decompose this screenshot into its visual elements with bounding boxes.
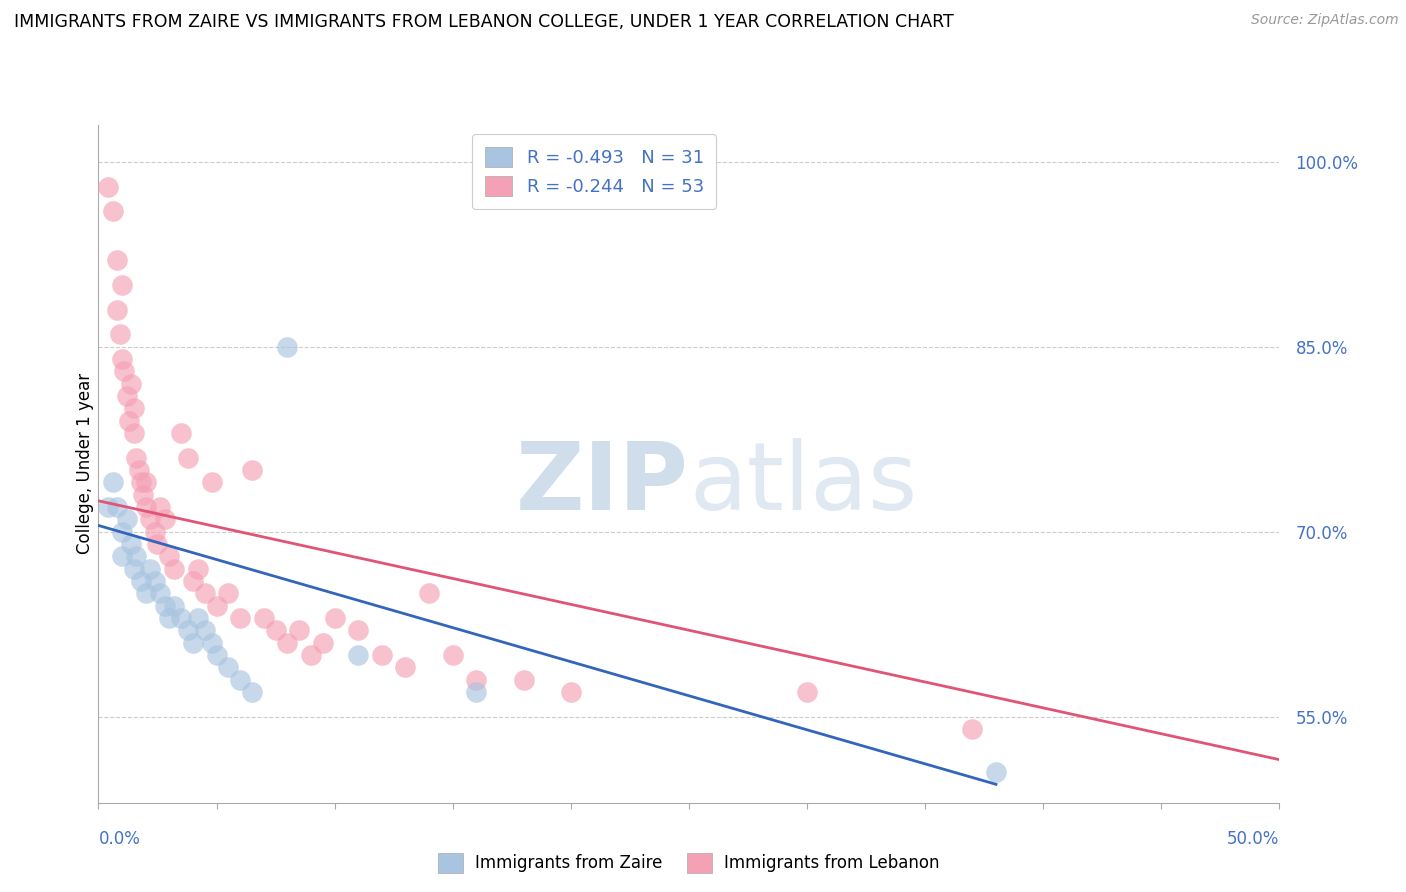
Point <box>101 475 124 490</box>
Y-axis label: College, Under 1 year: College, Under 1 year <box>76 373 94 555</box>
Point <box>217 586 239 600</box>
Point <box>105 500 128 514</box>
Point <box>240 685 263 699</box>
Point <box>187 561 209 575</box>
Point <box>441 648 464 662</box>
Point <box>108 327 131 342</box>
Text: atlas: atlas <box>689 438 917 530</box>
Point <box>418 586 440 600</box>
Point <box>163 561 186 575</box>
Point <box>187 611 209 625</box>
Point <box>143 524 166 539</box>
Point <box>465 673 488 687</box>
Point <box>135 500 157 514</box>
Point <box>560 685 582 699</box>
Point <box>135 586 157 600</box>
Text: Source: ZipAtlas.com: Source: ZipAtlas.com <box>1251 13 1399 28</box>
Point <box>143 574 166 588</box>
Point <box>323 611 346 625</box>
Point <box>112 364 135 378</box>
Point <box>170 611 193 625</box>
Point <box>163 599 186 613</box>
Point <box>264 624 287 638</box>
Point <box>796 685 818 699</box>
Text: 50.0%: 50.0% <box>1227 830 1279 848</box>
Point <box>288 624 311 638</box>
Point <box>194 586 217 600</box>
Point <box>157 549 180 564</box>
Point <box>125 450 148 465</box>
Point <box>205 648 228 662</box>
Point <box>115 512 138 526</box>
Text: ZIP: ZIP <box>516 438 689 530</box>
Point <box>984 764 1007 779</box>
Point <box>276 340 298 354</box>
Point <box>149 500 172 514</box>
Point <box>394 660 416 674</box>
Point <box>253 611 276 625</box>
Point <box>512 673 534 687</box>
Point <box>139 561 162 575</box>
Point <box>105 302 128 317</box>
Point <box>121 376 143 391</box>
Point <box>135 475 157 490</box>
Point <box>962 722 984 736</box>
Point <box>101 204 124 219</box>
Point <box>122 425 145 440</box>
Point <box>229 673 252 687</box>
Point <box>122 401 145 416</box>
Point <box>240 463 263 477</box>
Point <box>371 648 394 662</box>
Legend: R = -0.493   N = 31, R = -0.244   N = 53: R = -0.493 N = 31, R = -0.244 N = 53 <box>472 134 717 209</box>
Point <box>347 624 370 638</box>
Point <box>201 635 224 649</box>
Point <box>121 537 143 551</box>
Point <box>153 599 176 613</box>
Point <box>105 253 128 268</box>
Point <box>111 352 134 367</box>
Point <box>111 278 134 293</box>
Point <box>465 685 488 699</box>
Point <box>299 648 322 662</box>
Point <box>146 537 169 551</box>
Point <box>97 179 120 194</box>
Point <box>217 660 239 674</box>
Point <box>170 425 193 440</box>
Point <box>201 475 224 490</box>
Point <box>132 488 155 502</box>
Point <box>177 624 200 638</box>
Text: 0.0%: 0.0% <box>98 830 141 848</box>
Point <box>115 389 138 403</box>
Point <box>128 463 150 477</box>
Point <box>139 512 162 526</box>
Point <box>111 524 134 539</box>
Point <box>177 450 200 465</box>
Text: IMMIGRANTS FROM ZAIRE VS IMMIGRANTS FROM LEBANON COLLEGE, UNDER 1 YEAR CORRELATI: IMMIGRANTS FROM ZAIRE VS IMMIGRANTS FROM… <box>14 13 953 31</box>
Point <box>194 624 217 638</box>
Point <box>149 586 172 600</box>
Point <box>125 549 148 564</box>
Point <box>276 635 298 649</box>
Point <box>111 549 134 564</box>
Point <box>181 574 204 588</box>
Point <box>312 635 335 649</box>
Point <box>347 648 370 662</box>
Point <box>129 574 152 588</box>
Point <box>181 635 204 649</box>
Point <box>229 611 252 625</box>
Legend: Immigrants from Zaire, Immigrants from Lebanon: Immigrants from Zaire, Immigrants from L… <box>432 847 946 880</box>
Point <box>157 611 180 625</box>
Point <box>118 414 141 428</box>
Point <box>97 500 120 514</box>
Point <box>129 475 152 490</box>
Point <box>122 561 145 575</box>
Point <box>205 599 228 613</box>
Point <box>153 512 176 526</box>
